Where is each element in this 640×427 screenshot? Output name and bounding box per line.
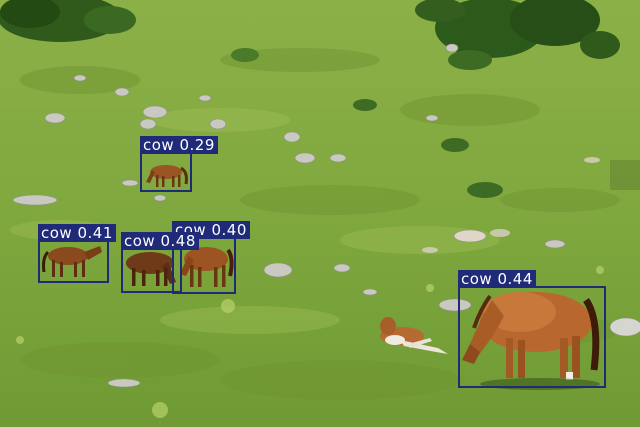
- horse-middle-chestnut: [180, 247, 234, 287]
- rocks: [12, 43, 640, 388]
- detection-box: cow 0.44: [458, 270, 606, 388]
- detection-label: cow 0.44: [458, 270, 536, 288]
- bushes: [0, 0, 620, 198]
- grass-texture: [20, 48, 620, 400]
- detection-box: cow 0.29: [140, 136, 218, 192]
- foal-lying: [380, 317, 448, 354]
- horse-distant: [146, 165, 188, 187]
- horse-left: [42, 246, 102, 277]
- detection-label: cow 0.29: [140, 136, 218, 154]
- detection-label: cow 0.41: [38, 224, 116, 242]
- horse-middle-dark: [126, 252, 176, 286]
- detection-label: cow 0.48: [121, 232, 199, 250]
- horse-large: [462, 292, 600, 390]
- detection-box: cow 0.41: [38, 224, 116, 283]
- detection-box: cow 0.48: [121, 232, 199, 293]
